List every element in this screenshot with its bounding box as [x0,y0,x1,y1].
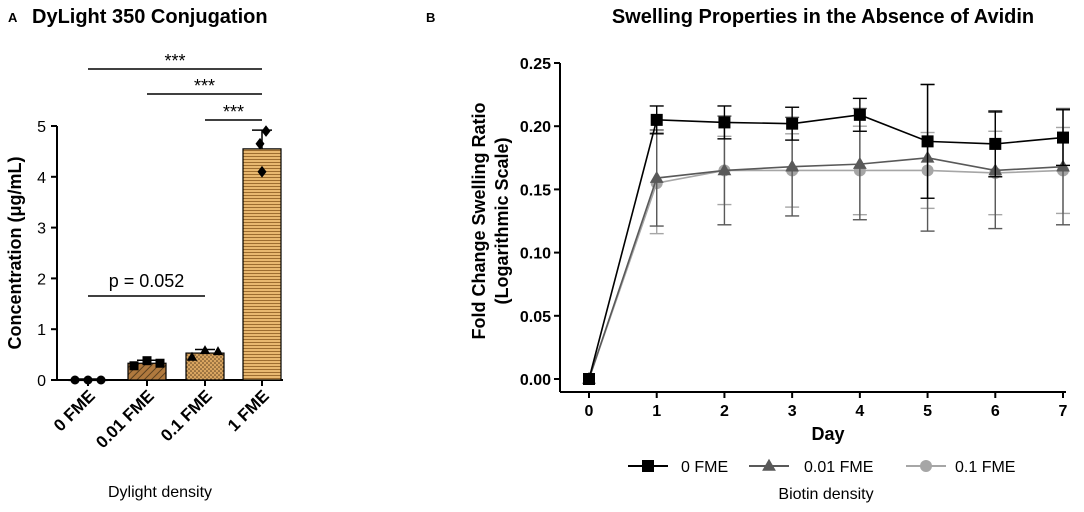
panel-a-title: DyLight 350 Conjugation [32,6,268,28]
data-point [921,135,934,148]
legend-title: Biotin density [778,486,873,503]
y-tick-label: 0.20 [520,119,551,136]
pvalue-label: p = 0.052 [109,271,185,291]
significance-label: *** [164,51,185,71]
panel-b-title: Swelling Properties in the Absence of Av… [612,6,1034,28]
y-tick-label: 0.25 [520,56,551,73]
legend-marker [642,460,654,472]
y-tick-label: 0.15 [520,182,551,199]
y-tick-label: 3 [37,221,46,238]
legend-label: 0 FME [681,459,728,476]
data-point [853,108,866,121]
panel-b-ylabel-line1: Fold Change Swelling Ratio [469,102,489,339]
data-point [583,373,595,385]
data-point [129,361,139,371]
y-tick-label: 0 [37,373,46,390]
x-tick-label: 2 [720,403,729,420]
significance-label: *** [194,76,215,96]
panel-a-ylabel: Concentration (μg/mL) [5,156,25,349]
legend-label: 0.01 FME [804,459,873,476]
data-point [70,375,80,385]
y-tick-label: 4 [37,170,46,187]
series-line [588,114,1064,380]
data-point [786,117,799,130]
data-point [96,375,106,385]
legend-marker [920,460,932,472]
data-point [261,125,271,137]
x-tick-label: 6 [991,403,1000,420]
panel-b-xlabel: Day [811,424,844,444]
legend-label: 0.1 FME [955,459,1015,476]
significance-label: *** [223,102,244,122]
data-point [718,116,731,129]
y-tick-label: 0.05 [520,309,551,326]
panel-a-letter: A [8,10,18,25]
data-point [717,163,732,176]
series-line [588,169,1064,380]
y-tick-label: 1 [37,322,46,339]
panel-b-ylabel-line2: (Logarithmic Scale) [492,137,512,304]
data-point [649,170,664,183]
x-tick-label: 4 [855,403,864,420]
x-tick-label: 0.1 FME [157,386,216,445]
legend-marker [762,458,776,471]
panel-a-xlabel: Dylight density [108,484,212,501]
data-point [83,375,93,385]
data-point [785,159,800,172]
x-tick-label: 5 [923,403,932,420]
data-point [186,351,198,361]
data-point [1057,131,1069,144]
x-tick-label: 7 [1059,403,1068,420]
panel-b-letter: B [426,10,435,25]
data-point [257,165,267,178]
x-tick-label: 0 FME [50,386,99,435]
data-point [255,137,265,150]
data-point [852,156,867,169]
data-point [650,113,663,126]
legend: 0 FME 0.01 FME 0.1 FME [628,458,1015,476]
y-tick-label: 5 [37,119,46,136]
x-tick-label: 1 [652,403,661,420]
y-tick-label: 0.10 [520,246,551,263]
x-tick-label: 3 [788,403,797,420]
x-tick-label: 0.01 FME [92,386,158,452]
y-tick-label: 0.00 [520,372,551,389]
bar [242,148,282,381]
series-line [588,156,1064,380]
data-point [142,356,152,366]
data-point [199,345,211,355]
data-point [212,346,224,356]
panel-b-chart: 0.00 0.05 0.10 0.15 0.20 0.25 0 1 2 3 4 5 6 7 [520,56,1070,420]
data-point [989,137,1002,150]
y-tick-label: 2 [37,271,46,288]
x-tick-label: 1 FME [224,386,273,435]
data-point [155,358,165,368]
x-tick-label: 0 [585,403,594,420]
